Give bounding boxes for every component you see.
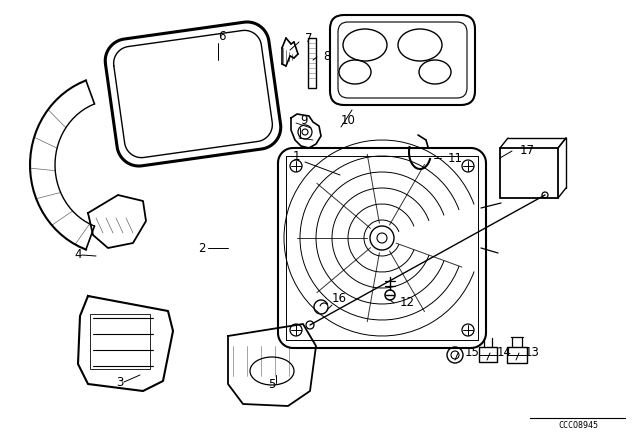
Bar (500, 148, 558, 198)
Text: 16: 16 (332, 293, 347, 306)
Text: 7: 7 (305, 31, 312, 44)
Text: CCCO8945: CCCO8945 (558, 422, 598, 431)
Text: 3: 3 (116, 375, 124, 388)
Text: 17: 17 (520, 145, 535, 158)
Text: 15: 15 (465, 346, 480, 359)
Text: 12: 12 (400, 297, 415, 310)
Bar (308, 38, 316, 88)
Text: 5: 5 (268, 379, 275, 392)
Text: 11: 11 (448, 151, 463, 164)
Text: 1: 1 (293, 151, 301, 164)
Text: 13: 13 (525, 346, 540, 359)
Text: 8: 8 (323, 51, 330, 64)
Text: 4: 4 (74, 249, 81, 262)
Bar (90, 314, 150, 369)
Text: 6: 6 (218, 30, 225, 43)
Text: 2: 2 (198, 241, 205, 254)
Text: 10: 10 (341, 113, 356, 126)
Text: 9: 9 (300, 115, 307, 128)
Text: 14: 14 (497, 346, 512, 359)
Bar (479, 347, 497, 362)
Bar (507, 347, 527, 363)
